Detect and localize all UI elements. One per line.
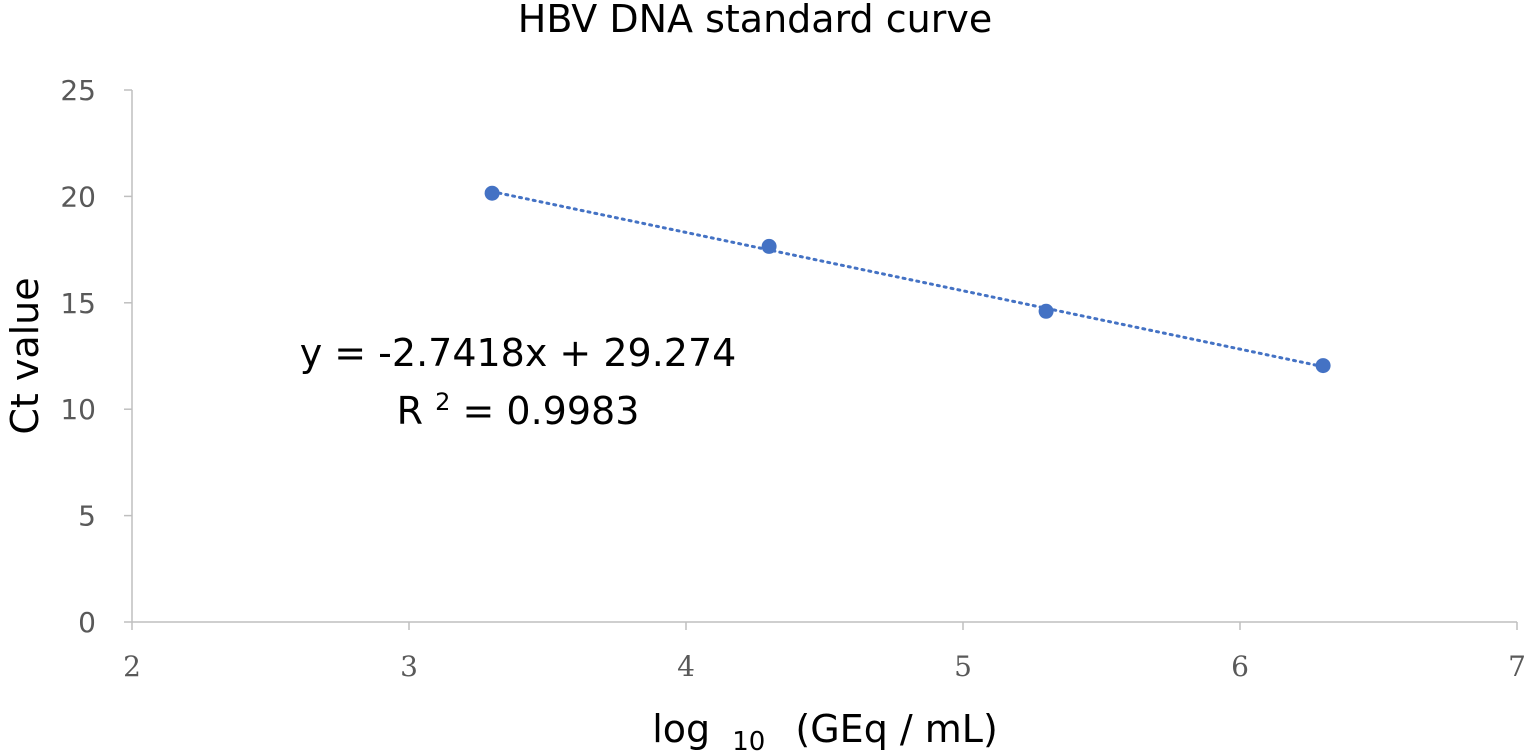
y-tick-label-3: 15 bbox=[60, 287, 96, 320]
x-tick-label-3: 5 bbox=[954, 650, 972, 683]
x-tick-label-0: 2 bbox=[123, 650, 141, 683]
y-tick-label-2: 10 bbox=[60, 393, 96, 426]
y-tick-label-1: 5 bbox=[78, 500, 96, 533]
x-tick-label-2: 4 bbox=[677, 650, 695, 683]
chart-title: HBV DNA standard curve bbox=[518, 0, 992, 41]
y-tick-label-0: 0 bbox=[78, 606, 96, 639]
y-tick-labels: 0 5 10 15 20 25 bbox=[60, 74, 96, 639]
points-group bbox=[484, 185, 1331, 374]
x-axis-label-main: log bbox=[652, 707, 710, 751]
y-tick-label-4: 20 bbox=[60, 180, 96, 213]
axes bbox=[124, 89, 1518, 630]
r-squared-value: = 0.9983 bbox=[462, 389, 639, 433]
x-tick-label-4: 6 bbox=[1231, 650, 1249, 683]
trendline-group bbox=[490, 190, 1325, 369]
r-squared-label: R 2 = 0.9983 bbox=[397, 375, 640, 433]
trendline-0 bbox=[490, 190, 1325, 369]
data-point-0-3 bbox=[1315, 358, 1331, 374]
x-axis-label-rest: (GEq / mL) bbox=[795, 707, 997, 751]
trendline-equation: y = -2.7418x + 29.274 bbox=[300, 331, 737, 375]
y-tick-label-5: 25 bbox=[60, 74, 96, 107]
data-point-0-2 bbox=[1038, 303, 1054, 319]
r-squared-prefix: R bbox=[397, 389, 423, 433]
x-axis-label-subscript: 10 bbox=[732, 727, 765, 754]
x-tick-label-1: 3 bbox=[400, 650, 418, 683]
data-point-0-1 bbox=[761, 238, 777, 254]
x-axis-label: log 10 (GEq / mL) bbox=[652, 707, 998, 754]
x-tick-label-5: 7 bbox=[1508, 650, 1526, 683]
data-point-0-0 bbox=[484, 185, 500, 201]
y-axis-label: Ct value bbox=[3, 277, 47, 434]
x-tick-labels: 2 3 4 5 6 7 bbox=[123, 650, 1526, 683]
r-squared-superscript: 2 bbox=[435, 388, 450, 416]
